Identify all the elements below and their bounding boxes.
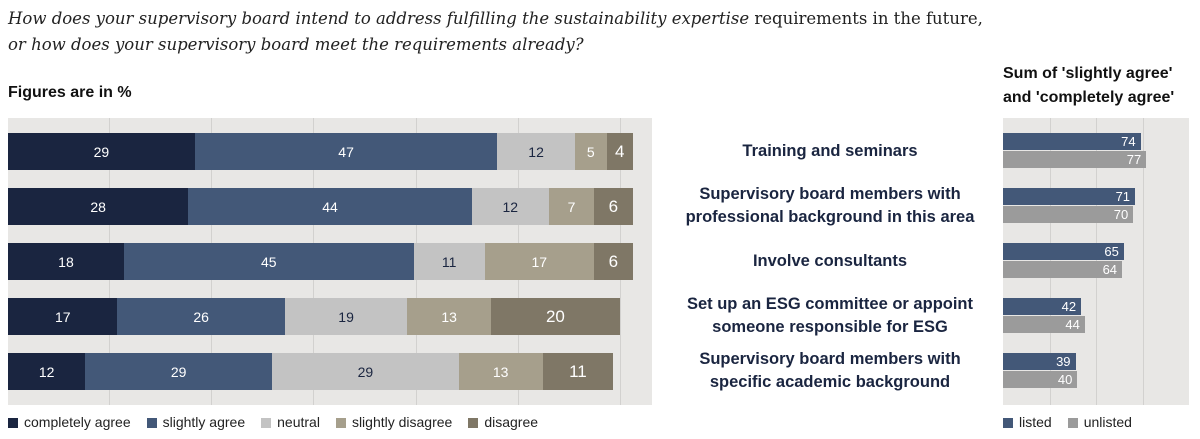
legend-label: neutral <box>277 414 320 430</box>
category-label-line: Set up an ESG committee or appoint <box>686 295 974 313</box>
sum-title-line1: Sum of 'slightly agree' <box>1003 65 1173 82</box>
legend-item: completely agree <box>8 414 131 430</box>
sum-bar-listed: 65 <box>1003 243 1124 260</box>
subtitle: Figures are in % <box>8 84 132 101</box>
bar-segment-neutral: 11 <box>413 243 485 280</box>
category-label-line: Supervisory board members with <box>699 350 961 368</box>
legend-item: slightly disagree <box>335 414 453 430</box>
sum-bar-listed: 42 <box>1003 298 1082 315</box>
category-label-text: Set up an ESG committee or appoint someon… <box>687 293 973 339</box>
bar-segment-neutral: 29 <box>272 353 459 390</box>
gridline <box>1143 118 1144 405</box>
sum-bar-unlisted: 44 <box>1003 316 1085 333</box>
category-label-text: Supervisory board members with profession… <box>686 183 975 229</box>
bar-segment-slightly-disagree: 13 <box>458 353 543 390</box>
category-label-text: Supervisory board members with specific a… <box>699 348 960 394</box>
category-label-line: Supervisory board members with <box>699 185 961 203</box>
sum-bar-panel: 74 77 71 70 65 64 42 44 39 40 <box>1003 118 1189 405</box>
bar-segment-slightly-disagree: 13 <box>407 298 491 335</box>
category-label: Training and seminars <box>660 123 1000 179</box>
sum-bar-unlisted: 70 <box>1003 206 1134 223</box>
bar-segment-slightly-disagree: 17 <box>484 243 595 280</box>
category-label: Set up an ESG committee or appoint someon… <box>660 288 1000 344</box>
sum-bar-unlisted: 40 <box>1003 371 1078 388</box>
legend-item: neutral <box>261 414 320 430</box>
bar-segment-slightly-agree: 26 <box>117 298 285 335</box>
bar-segment-disagree: 20 <box>491 298 620 335</box>
legend-item: listed <box>1003 414 1052 430</box>
category-label-line: specific academic background <box>709 373 951 391</box>
bar-segment-slightly-agree: 45 <box>123 243 414 280</box>
sum-bar-listed: 74 <box>1003 133 1141 150</box>
bar-segment-neutral: 12 <box>497 133 575 170</box>
category-label-line: Involve consultants <box>752 251 908 270</box>
legend-label: disagree <box>484 414 539 430</box>
sum-bar-unlisted: 64 <box>1003 261 1123 278</box>
category-label-text: Involve consultants <box>753 250 907 273</box>
legend-item: disagree <box>468 414 538 430</box>
category-label: Supervisory board members with specific a… <box>660 343 1000 399</box>
question-line2: or how does your supervisory board meet … <box>8 35 584 54</box>
legend-label: slightly agree <box>162 414 246 430</box>
legend-sum: listed unlisted <box>1003 414 1132 430</box>
legend-swatch <box>468 418 479 428</box>
legend-item: slightly agree <box>146 414 246 430</box>
sum-bar-listed: 39 <box>1003 353 1076 370</box>
legend-label: slightly disagree <box>351 414 453 430</box>
legend-label: unlisted <box>1083 414 1132 430</box>
stacked-bar-panel: 29 47 12 5 4 28 44 12 7 6 18 45 11 17 6 17 26 19 13 20 12 29 2… <box>8 118 652 405</box>
legend-item: unlisted <box>1067 414 1132 430</box>
bar-segment-disagree: 4 <box>606 133 633 170</box>
bar-segment-slightly-disagree: 7 <box>548 188 595 225</box>
bar-segment-completely-agree: 17 <box>8 298 118 335</box>
bar-segment-disagree: 6 <box>594 243 633 280</box>
legend-swatch <box>261 418 272 428</box>
question-italic: How does your supervisory board intend t… <box>8 9 750 28</box>
bar-segment-slightly-agree: 47 <box>194 133 498 170</box>
bar-segment-slightly-agree: 44 <box>188 188 472 225</box>
category-label: Involve consultants <box>660 233 1000 289</box>
category-label-text: Training and seminars <box>742 140 917 163</box>
legend-label: completely agree <box>24 414 131 430</box>
category-label: Supervisory board members with profession… <box>660 178 1000 234</box>
legend-swatch <box>1067 418 1078 428</box>
bar-segment-completely-agree: 29 <box>8 133 195 170</box>
sum-bar-unlisted: 77 <box>1003 151 1147 168</box>
bar-segment-completely-agree: 18 <box>8 243 124 280</box>
bar-segment-disagree: 11 <box>542 353 614 390</box>
sum-bar-listed: 71 <box>1003 188 1136 205</box>
legend-swatch <box>1003 418 1013 428</box>
legend-swatch <box>146 418 157 428</box>
question: How does your supervisory board intend t… <box>8 6 983 58</box>
sum-title-line2: and 'completely agree' <box>1003 89 1175 106</box>
bar-segment-slightly-disagree: 5 <box>574 133 607 170</box>
category-label-line: professional background in this area <box>685 208 975 226</box>
legend-swatch <box>8 418 18 428</box>
sum-title: Sum of 'slightly agree' and 'completely … <box>1003 62 1174 110</box>
category-label-line: Training and seminars <box>742 141 918 160</box>
bar-segment-disagree: 6 <box>594 188 633 225</box>
bar-segment-completely-agree: 12 <box>8 353 86 390</box>
legend-swatch <box>335 418 346 428</box>
category-label-line: someone responsible for ESG <box>712 318 948 336</box>
bar-segment-neutral: 19 <box>284 298 408 335</box>
legend-label: listed <box>1019 414 1052 430</box>
bar-segment-neutral: 12 <box>471 188 549 225</box>
bar-segment-completely-agree: 28 <box>8 188 189 225</box>
bar-segment-slightly-agree: 29 <box>85 353 273 390</box>
question-rest: requirements in the future, <box>749 9 983 28</box>
legend-stacked: completely agree slightly agree neutral sli… <box>8 414 538 430</box>
